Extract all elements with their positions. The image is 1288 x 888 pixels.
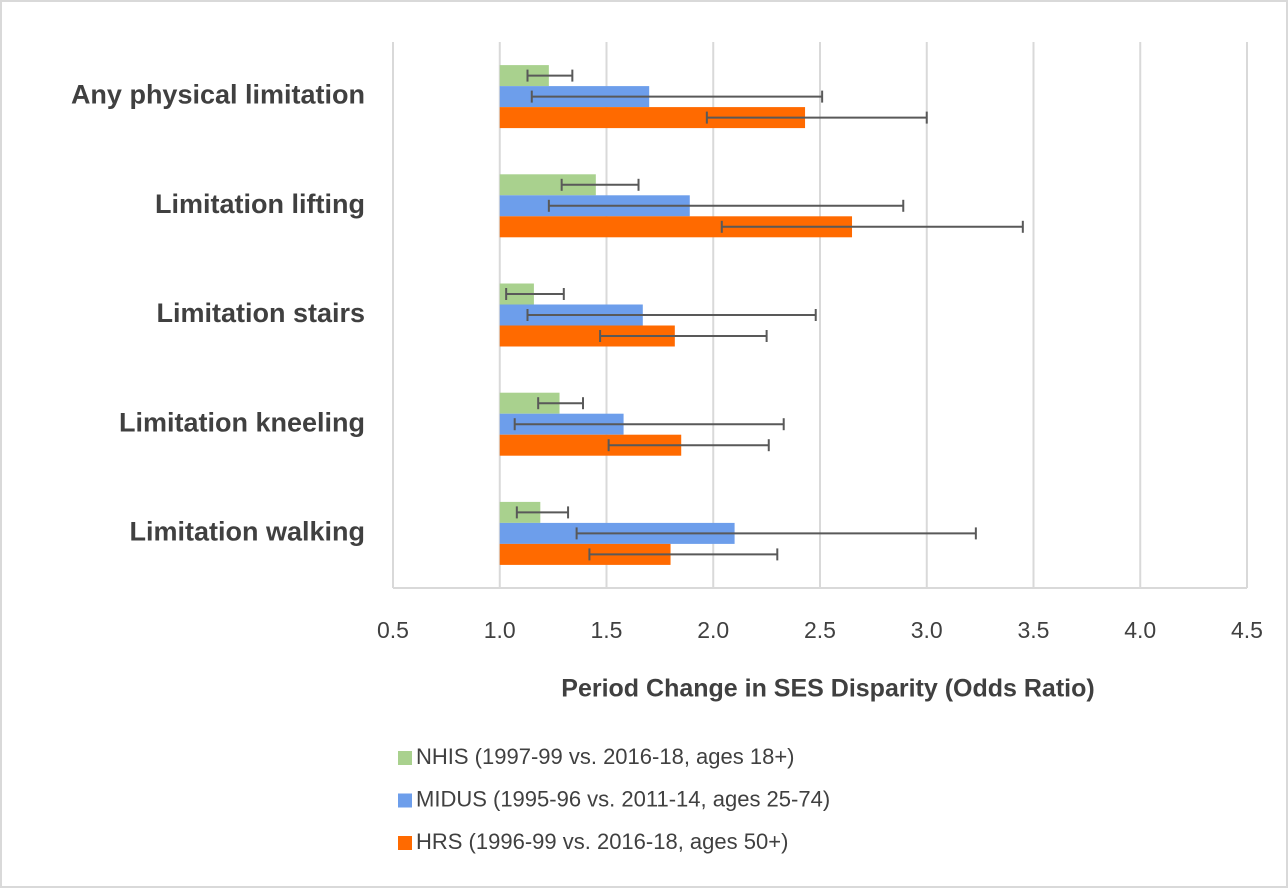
y-tick-label: Limitation lifting <box>155 189 365 219</box>
legend-label: NHIS (1997-99 vs. 2016-18, ages 18+) <box>416 744 795 769</box>
x-tick-label: 4.5 <box>1231 617 1263 643</box>
legend-swatch <box>398 793 412 808</box>
legend-label: HRS (1996-99 vs. 2016-18, ages 50+) <box>416 829 788 854</box>
bar <box>499 216 853 238</box>
x-axis-title: Period Change in SES Disparity (Odds Rat… <box>561 675 1094 703</box>
x-tick-label: 4.0 <box>1124 617 1156 643</box>
bar <box>499 543 671 565</box>
x-tick-label: 1.0 <box>484 617 516 643</box>
bar <box>499 65 549 87</box>
y-tick-label: Limitation walking <box>129 517 365 547</box>
bar <box>499 174 596 196</box>
bar <box>499 434 682 456</box>
x-tick-label: 0.5 <box>377 617 409 643</box>
x-tick-label: 2.5 <box>804 617 836 643</box>
x-tick-label: 3.5 <box>1018 617 1050 643</box>
bar <box>499 107 806 129</box>
bar <box>499 325 675 347</box>
bar <box>499 392 560 414</box>
legend-swatch <box>398 836 412 850</box>
legend-label: MIDUS (1995-96 vs. 2011-14, ages 25-74) <box>416 786 830 811</box>
y-tick-label: Limitation stairs <box>156 298 365 328</box>
x-tick-label: 2.0 <box>697 617 729 643</box>
x-tick-label: 3.0 <box>911 617 943 643</box>
y-tick-label: Limitation kneeling <box>119 407 365 437</box>
legend-swatch <box>398 751 412 765</box>
y-tick-label: Any physical limitation <box>71 80 365 110</box>
x-tick-label: 1.5 <box>591 617 623 643</box>
